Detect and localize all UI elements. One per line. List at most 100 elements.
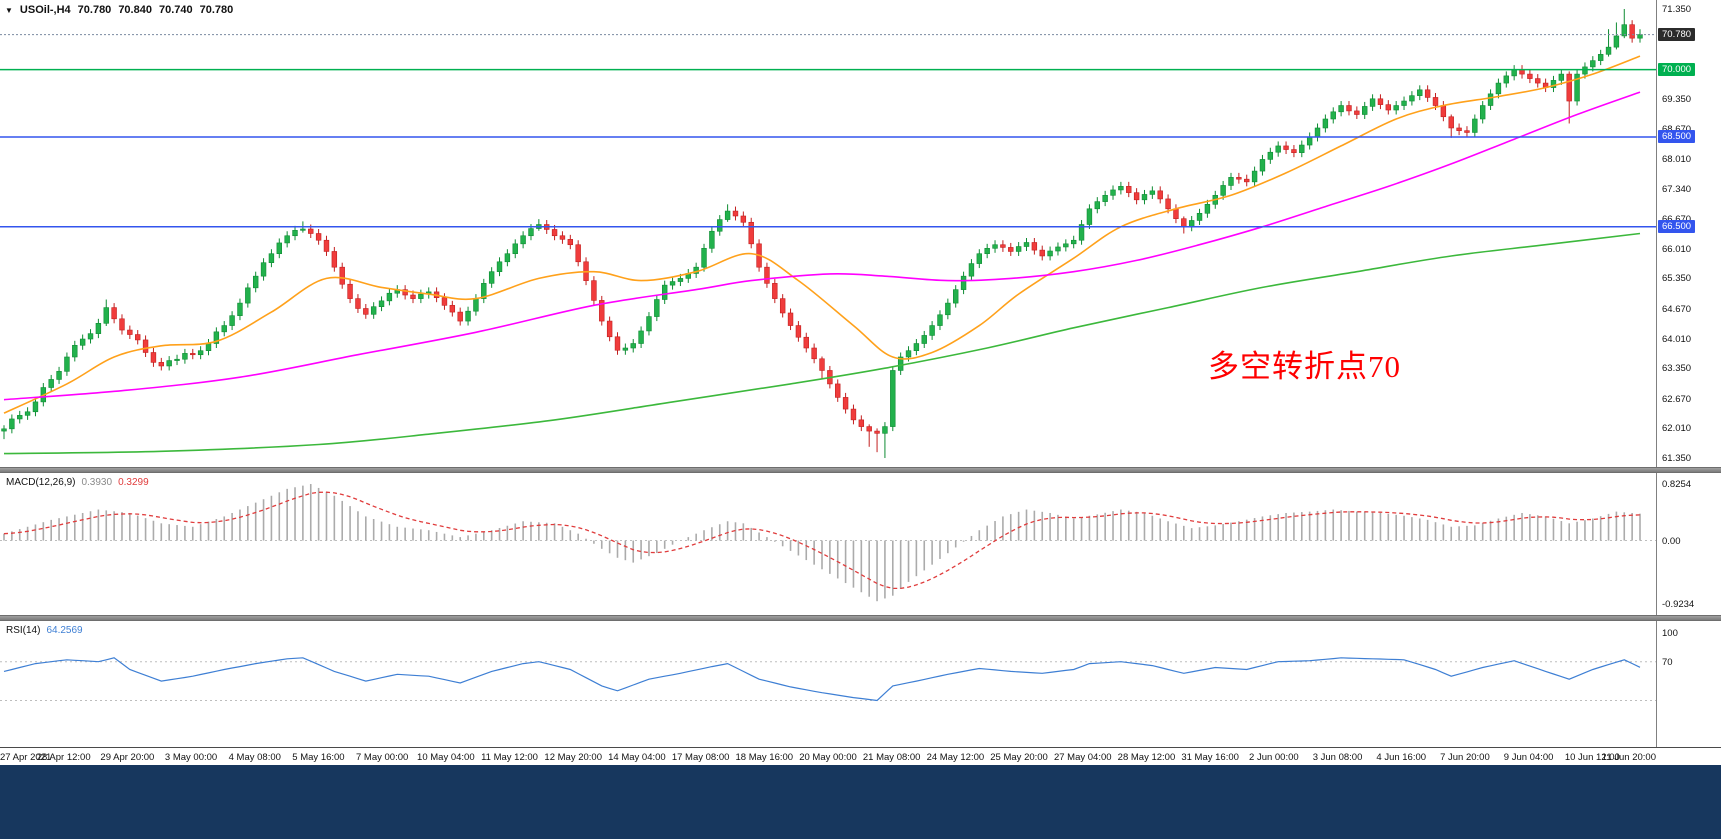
time-axis-label: 4 May 08:00 [228, 752, 281, 763]
scale-label: 62.010 [1662, 423, 1692, 435]
time-axis-label: 7 Jun 20:00 [1440, 752, 1490, 763]
candle [1566, 73, 1572, 102]
candle [410, 294, 416, 299]
candle [606, 320, 613, 338]
candle [17, 415, 23, 420]
candle [252, 275, 259, 289]
candle [1094, 201, 1100, 210]
candle [488, 271, 495, 284]
candle [1479, 105, 1486, 120]
rsi-label: RSI(14) [6, 625, 41, 636]
price-badge: 70.000 [1658, 62, 1696, 76]
macd-indicator-chart[interactable] [0, 473, 1656, 615]
candle [591, 280, 597, 301]
candle [740, 215, 747, 223]
candle [1393, 105, 1399, 111]
candle [835, 383, 841, 398]
candle [1070, 239, 1077, 245]
candle [976, 253, 983, 264]
panel-splitter-macd[interactable] [0, 467, 1721, 473]
candle [481, 283, 487, 299]
macd-value-main: 0.3930 [81, 477, 113, 488]
time-axis[interactable]: 27 Apr 2021 28 Apr 12:00 29 Apr 20:00 3 May… [0, 747, 1721, 765]
candle [779, 298, 786, 314]
time-axis-label: 3 Jun 08:00 [1312, 752, 1363, 763]
ohlc-open: 70.780 [77, 4, 112, 16]
candle [1597, 54, 1604, 61]
ohlc-low: 70.740 [158, 4, 193, 16]
candle [1582, 66, 1588, 75]
candle [1487, 93, 1494, 106]
candle [449, 305, 456, 313]
candle [559, 235, 566, 240]
candle [1535, 78, 1541, 84]
candlestick-chart[interactable] [0, 0, 1656, 467]
candle [197, 350, 204, 356]
candle [1621, 24, 1627, 37]
bottom-taskbar [0, 765, 1721, 839]
candle [520, 235, 526, 245]
scale-label: 66.670 [1662, 214, 1691, 225]
candle [1008, 247, 1014, 252]
candle [284, 235, 290, 244]
candle [158, 362, 165, 367]
candle [72, 345, 78, 358]
candle [142, 339, 149, 353]
candle [32, 401, 39, 413]
candle [378, 300, 385, 307]
candle [866, 426, 872, 432]
ma-mid-magenta [3, 91, 1641, 401]
candle [363, 308, 369, 315]
candle [174, 358, 180, 361]
time-axis-label: 14 May 04:00 [608, 752, 666, 763]
candles [1, 8, 1643, 459]
candle [1110, 189, 1116, 196]
candle [24, 411, 31, 416]
price-badge: 66.500 [1658, 219, 1696, 233]
scale-label: 0.8254 [1662, 478, 1692, 490]
candle [1472, 118, 1478, 133]
candle [205, 343, 212, 351]
candle [182, 353, 188, 360]
candle [64, 356, 70, 372]
candle [567, 239, 574, 246]
candle [9, 418, 15, 430]
price-scale[interactable]: 71.350 69.350 68.670 68.010 67.340 66.670 66.0… [1656, 0, 1721, 765]
candle [1126, 186, 1132, 193]
candle [1440, 105, 1447, 118]
time-axis-label: 21 May 08:00 [862, 752, 921, 763]
candle [441, 297, 448, 306]
chart-marker-icon: ▼ [5, 5, 13, 15]
rsi-line [3, 657, 1641, 702]
rsi-indicator-chart[interactable] [0, 621, 1656, 747]
macd-value-signal: 0.3299 [118, 477, 149, 488]
scale-label: 62.670 [1662, 393, 1692, 405]
ma-fast-orange [3, 55, 1641, 414]
candle [913, 343, 920, 351]
candle [1251, 170, 1258, 183]
candle [661, 284, 668, 300]
scale-label: 68.010 [1662, 153, 1692, 165]
scale-label: 0.00 [1662, 535, 1681, 547]
candle [1369, 98, 1376, 107]
panel-splitter-rsi[interactable] [0, 615, 1721, 621]
scale-label: 63.350 [1662, 363, 1692, 375]
candle [1605, 46, 1612, 55]
scale-label: 65.350 [1662, 273, 1692, 285]
candle [890, 370, 896, 427]
time-axis-label: 7 May 00:00 [355, 752, 409, 763]
candle [402, 289, 408, 296]
candle [772, 283, 778, 299]
candle [1629, 24, 1635, 39]
candle [1149, 190, 1156, 195]
candle [638, 330, 644, 344]
ohlc-close: 70.780 [199, 4, 234, 16]
scale-label: 68.670 [1662, 124, 1691, 135]
candle [347, 283, 353, 299]
candle [1063, 243, 1069, 248]
candle [1291, 149, 1297, 153]
candle [1590, 60, 1596, 68]
candle [1078, 224, 1085, 241]
candle [260, 262, 267, 277]
candle [512, 243, 518, 255]
